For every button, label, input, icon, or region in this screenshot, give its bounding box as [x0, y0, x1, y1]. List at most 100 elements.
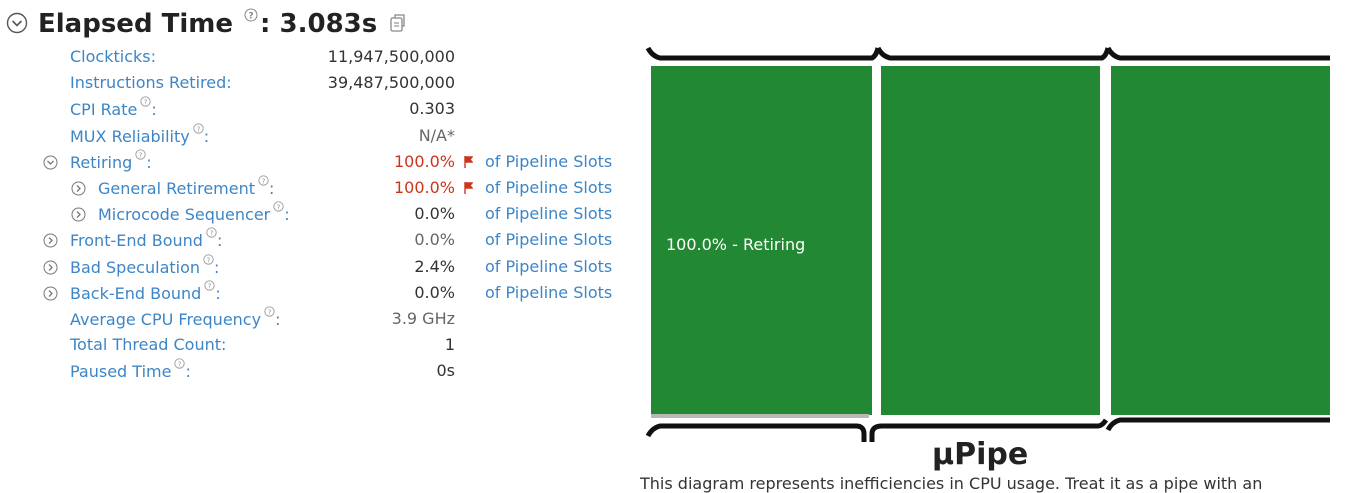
help-icon[interactable]: ? — [258, 175, 269, 186]
pipe-bottom-edge — [645, 417, 1330, 442]
help-icon[interactable]: ? — [135, 149, 146, 160]
metric-unit-link[interactable]: of Pipeline Slots — [485, 230, 613, 250]
help-icon[interactable]: ? — [244, 8, 258, 22]
metric-label-text: Instructions Retired — [70, 73, 227, 93]
metric-unit-link[interactable]: of Pipeline Slots — [485, 151, 613, 171]
elapsed-time-value: 3.083s — [279, 8, 378, 39]
metric-label-colon: : — [216, 231, 223, 251]
metric-label-text: MUX Reliability — [70, 126, 190, 146]
metric-row: General Retirement?: 100.0% of Pipeline Sl… — [0, 175, 640, 201]
metric-value: 2.4% — [414, 256, 455, 276]
help-icon[interactable]: ? — [204, 280, 215, 291]
metric-value: 0.0% — [414, 204, 455, 224]
metric-label[interactable]: CPI Rate?: — [70, 96, 157, 123]
help-icon[interactable]: ? — [140, 96, 151, 108]
metric-label-colon: : — [185, 362, 191, 382]
metric-value: 100.0% — [393, 178, 455, 197]
metric-label[interactable]: Total Thread Count: — [70, 332, 226, 358]
metric-row: CPI Rate?: 0.303 — [0, 96, 640, 122]
collapse-chevron-icon[interactable] — [6, 12, 28, 34]
metric-row: Clockticks: 11,947,500,000 — [0, 44, 640, 70]
metric-row: Microcode Sequencer?: 0.0% of Pipeline Slo… — [0, 201, 640, 227]
metric-unit-link[interactable]: of Pipeline Slots — [485, 204, 613, 224]
metric-value: N/A* — [418, 125, 455, 145]
metric-label-colon: : — [214, 257, 220, 277]
metric-label[interactable]: Instructions Retired: — [70, 70, 232, 96]
metric-row: Total Thread Count: 1 — [0, 332, 640, 358]
metric-row: MUX Reliability?: N/A* — [0, 122, 640, 150]
expand-right-icon[interactable] — [71, 181, 86, 196]
metric-label-text: General Retirement — [98, 179, 256, 198]
metric-label[interactable]: MUX Reliability?: — [70, 122, 210, 150]
metric-row: Paused Time?: 0s — [0, 358, 640, 384]
expand-right-icon[interactable] — [43, 233, 58, 248]
metric-label[interactable]: Back-End Bound?: — [70, 280, 221, 307]
metric-value: 3.9 GHz — [391, 309, 455, 328]
metric-unit-link[interactable]: of Pipeline Slots — [485, 178, 613, 197]
expand-right-icon[interactable] — [43, 260, 58, 275]
metric-label[interactable]: Retiring?: — [70, 149, 152, 176]
elapsed-time-label: Elapsed Time — [38, 8, 233, 39]
warning-flag-icon — [464, 182, 473, 194]
metric-label-text: Paused Time — [70, 362, 172, 382]
metric-row: Retiring?: 100.0% of Pipeline Slots — [0, 149, 640, 175]
title-colon: : — [260, 8, 271, 39]
metric-value: 0.303 — [409, 99, 455, 119]
metric-unit-link[interactable]: of Pipeline Slots — [485, 256, 613, 276]
metric-label[interactable]: General Retirement?: — [98, 175, 274, 202]
pipe-segment-retiring — [651, 66, 872, 415]
metric-value: 0.0% — [414, 230, 455, 250]
svg-text:?: ? — [196, 125, 200, 133]
metric-label-colon: : — [150, 47, 156, 66]
svg-text:?: ? — [262, 177, 266, 185]
help-icon[interactable]: ? — [206, 227, 217, 239]
metric-label[interactable]: Paused Time?: — [70, 358, 191, 385]
metric-value: 100.0% — [393, 151, 455, 171]
svg-text:?: ? — [144, 99, 148, 107]
metric-label-text: Retiring — [70, 152, 133, 172]
metric-label[interactable]: Front-End Bound?: — [70, 227, 222, 254]
metric-label-text: Bad Speculation — [70, 257, 201, 277]
metric-label-text: CPI Rate — [70, 100, 138, 120]
upipe-title: µPipe — [932, 437, 1029, 472]
svg-text:?: ? — [248, 11, 253, 21]
metric-value: 1 — [444, 335, 455, 355]
pipe-segment-2 — [881, 66, 1100, 415]
help-icon[interactable]: ? — [203, 253, 214, 265]
help-icon[interactable]: ? — [264, 306, 275, 317]
svg-text:?: ? — [208, 282, 212, 290]
metric-label-text: Clockticks — [70, 47, 151, 66]
metric-label[interactable]: Microcode Sequencer?: — [98, 201, 290, 228]
metric-label-colon: : — [284, 205, 290, 225]
metric-row: Instructions Retired: 39,487,500,000 — [0, 70, 640, 96]
metric-label-colon: : — [151, 100, 157, 120]
help-icon[interactable]: ? — [174, 358, 186, 370]
metric-label-colon: : — [275, 310, 281, 329]
metric-label-text: Microcode Sequencer — [98, 205, 271, 225]
metric-label-colon: : — [203, 126, 210, 146]
metric-label-colon: : — [215, 283, 221, 303]
pipe-segment-underline — [651, 414, 869, 418]
metric-row: Back-End Bound?: 0.0% of Pipeline Slots — [0, 280, 640, 306]
metric-row: Bad Speculation?: 2.4% of Pipeline Slots — [0, 253, 640, 281]
expand-down-icon[interactable] — [43, 155, 58, 170]
metric-label-text: Back-End Bound — [70, 283, 202, 303]
svg-text:?: ? — [268, 308, 272, 316]
upipe-caption: This diagram represents inefficiencies i… — [640, 474, 1263, 493]
metric-label[interactable]: Average CPU Frequency?: — [70, 306, 280, 333]
warning-flag-icon — [464, 155, 473, 168]
metric-label[interactable]: Clockticks: — [70, 44, 156, 70]
metric-label[interactable]: Bad Speculation?: — [70, 253, 220, 281]
elapsed-time-title: Elapsed Time ? : 3.083s — [38, 8, 377, 39]
expand-right-icon[interactable] — [43, 286, 58, 301]
expand-right-icon[interactable] — [71, 207, 86, 222]
copy-icon[interactable] — [389, 12, 409, 34]
help-icon[interactable]: ? — [193, 122, 204, 134]
metric-label-colon: : — [226, 73, 232, 93]
metric-row: Average CPU Frequency?: 3.9 GHz — [0, 306, 640, 332]
metric-label-colon: : — [146, 152, 152, 172]
metric-unit-link[interactable]: of Pipeline Slots — [485, 282, 613, 302]
svg-text:?: ? — [210, 230, 214, 238]
metric-value: 39,487,500,000 — [327, 73, 455, 93]
help-icon[interactable]: ? — [273, 201, 284, 212]
